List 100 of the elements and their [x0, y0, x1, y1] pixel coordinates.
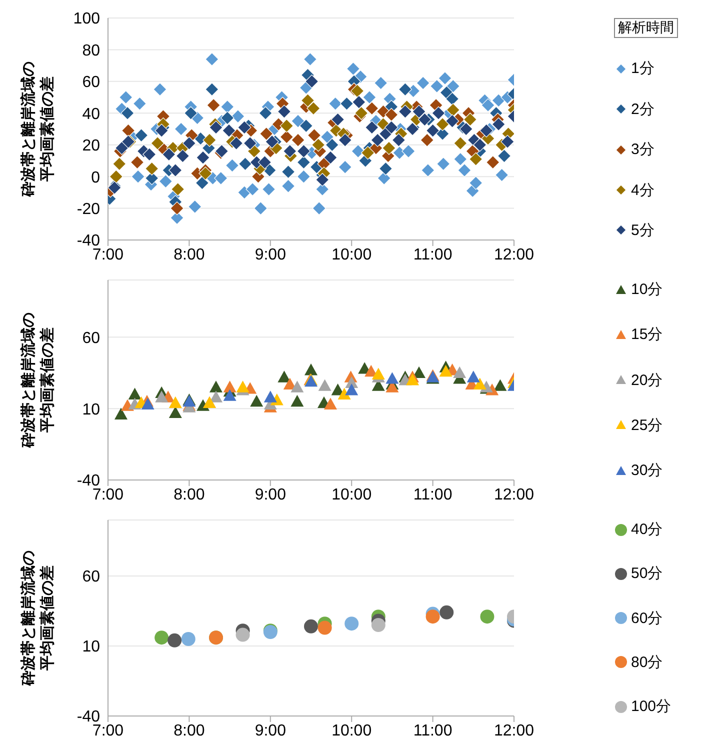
- point: [220, 111, 234, 125]
- y-tick-label: 40: [82, 106, 100, 123]
- y-tick-label: 80: [82, 42, 100, 60]
- point: [418, 112, 432, 126]
- point: [168, 633, 182, 648]
- x-tick-label: 12:00: [494, 246, 534, 264]
- point: [150, 136, 164, 150]
- point: [454, 136, 468, 150]
- legend-label: 100分: [631, 697, 672, 716]
- point: [459, 122, 473, 136]
- point: [222, 124, 236, 138]
- point: [330, 112, 345, 126]
- point: [223, 380, 236, 392]
- legend-label: 80分: [631, 652, 663, 672]
- point: [250, 394, 264, 407]
- point: [145, 162, 159, 176]
- point: [154, 630, 169, 645]
- legend-label: 40分: [631, 520, 663, 539]
- point: [114, 408, 128, 420]
- x-tick-label: 10:00: [332, 486, 372, 504]
- y-tick-label: 60: [82, 330, 100, 347]
- x-tick-label: 10:00: [332, 246, 372, 264]
- point: [238, 157, 252, 171]
- point: [168, 406, 182, 418]
- x-tick-label: 9:00: [254, 486, 286, 504]
- point: [299, 119, 313, 133]
- point: [278, 370, 291, 382]
- point: [420, 133, 434, 147]
- point: [350, 84, 364, 98]
- point: [296, 144, 310, 158]
- point: [344, 616, 359, 631]
- y-axis-title: 砕波帯と離岸流域の平均画素値の差: [19, 312, 57, 449]
- point: [446, 103, 460, 117]
- point: [181, 632, 196, 646]
- point: [280, 130, 294, 144]
- point: [265, 134, 279, 148]
- point: [154, 124, 168, 138]
- legend-label: 10分: [631, 280, 663, 299]
- y-axis-title: 砕波帯と離岸流域の平均画素値の差: [19, 550, 57, 687]
- point: [296, 156, 310, 170]
- point: [155, 390, 168, 402]
- point: [318, 620, 332, 635]
- point: [236, 380, 250, 392]
- point: [480, 610, 494, 624]
- point: [365, 102, 379, 116]
- y-tick-label: 10: [82, 401, 100, 418]
- point: [352, 95, 366, 109]
- point: [128, 388, 142, 400]
- point: [453, 366, 466, 378]
- point: [243, 136, 257, 150]
- point: [184, 106, 198, 120]
- x-tick-label: 9:00: [254, 246, 286, 264]
- y-axis-title: 砕波帯と離岸流域の平均画素値の差: [19, 60, 57, 198]
- point: [382, 141, 396, 155]
- point: [202, 133, 216, 147]
- legend-label: 60分: [631, 608, 663, 628]
- point: [398, 104, 412, 118]
- point: [141, 398, 154, 410]
- point: [318, 379, 332, 391]
- point: [406, 374, 419, 386]
- point: [130, 156, 144, 170]
- legend-label: 4分: [631, 180, 654, 200]
- legend-label: 5分: [631, 220, 654, 240]
- legend-label: 1分: [631, 59, 654, 78]
- x-tick-label: 11:00: [413, 722, 452, 740]
- point: [345, 384, 358, 396]
- point: [445, 114, 460, 128]
- point: [497, 149, 512, 163]
- point: [384, 108, 398, 122]
- point: [384, 120, 398, 134]
- point: [209, 380, 222, 392]
- point: [304, 364, 318, 376]
- x-tick-label: 12:00: [494, 722, 534, 740]
- point: [436, 117, 450, 132]
- x-tick-label: 12:00: [494, 486, 534, 504]
- point: [109, 170, 123, 184]
- point: [260, 126, 274, 141]
- point: [168, 396, 182, 408]
- point: [290, 394, 304, 407]
- point: [258, 106, 272, 120]
- point: [281, 165, 296, 179]
- point: [312, 138, 326, 152]
- point: [338, 388, 351, 400]
- y-tick-label: 60: [82, 568, 100, 586]
- point: [426, 124, 440, 138]
- legend-label: 20分: [631, 370, 663, 390]
- point: [316, 172, 330, 187]
- point: [229, 136, 244, 150]
- x-tick-label: 10:00: [332, 722, 372, 740]
- point: [258, 156, 272, 170]
- y-tick-label: 10: [82, 638, 100, 656]
- legend-label: 15分: [631, 325, 663, 344]
- point: [325, 138, 339, 152]
- point: [176, 149, 190, 163]
- point: [162, 148, 176, 162]
- point: [206, 98, 220, 112]
- point: [492, 117, 506, 132]
- point: [290, 380, 304, 392]
- legend-label: 3分: [631, 140, 654, 160]
- point: [361, 146, 375, 160]
